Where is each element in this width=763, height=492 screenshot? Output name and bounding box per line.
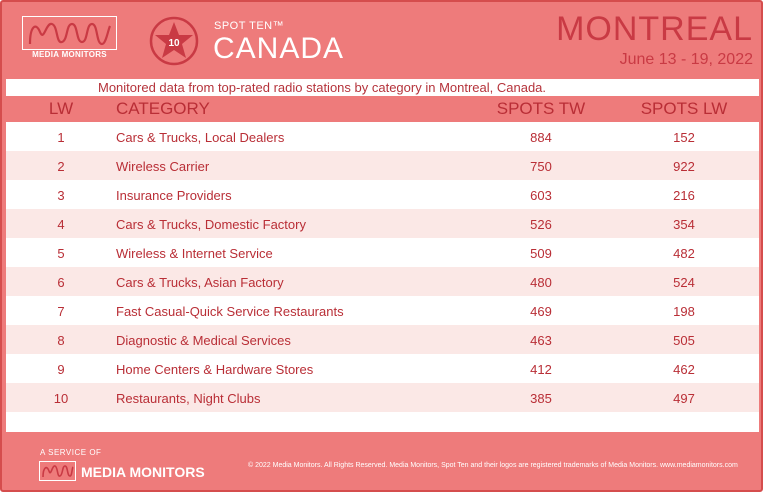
- row-spots-lw: 482: [673, 246, 695, 261]
- row-spots-lw: 497: [673, 391, 695, 406]
- row-spots-lw: 922: [673, 159, 695, 174]
- row-spots-lw: 505: [673, 333, 695, 348]
- table-row: 10 Restaurants, Night Clubs 385 497: [6, 383, 759, 412]
- city-title: MONTREAL: [556, 10, 753, 48]
- table-row: 3 Insurance Providers 603 216: [6, 180, 759, 209]
- column-header-lw: LW: [48, 99, 74, 118]
- media-monitors-tag: MEDIA MONITORS: [32, 50, 107, 59]
- row-lw: 7: [57, 304, 65, 319]
- row-lw: 3: [57, 188, 65, 203]
- row-lw: 10: [53, 391, 69, 406]
- row-category: Wireless Carrier: [116, 159, 210, 174]
- row-spots-tw: 884: [530, 130, 552, 145]
- date-range: June 13 - 19, 2022: [619, 51, 753, 68]
- row-spots-lw: 152: [673, 130, 695, 145]
- header: MEDIA MONITORS 10 SPOT TEN™ CANADA MONTR…: [2, 2, 761, 78]
- subtitle: Monitored data from top-rated radio stat…: [6, 79, 759, 96]
- badge-number: 10: [168, 38, 180, 49]
- table-row: 6 Cars & Trucks, Asian Factory 480 524: [6, 267, 759, 296]
- row-lw: 1: [57, 130, 65, 145]
- table-row: 4 Cars & Trucks, Domestic Factory 526 35…: [6, 209, 759, 238]
- service-label: A SERVICE OF: [40, 448, 102, 457]
- country-title: CANADA: [213, 32, 345, 65]
- row-spots-tw: 750: [530, 159, 552, 174]
- row-spots-lw: 524: [673, 275, 695, 290]
- column-header-category: CATEGORY: [116, 99, 210, 118]
- row-category: Fast Casual-Quick Service Restaurants: [116, 304, 344, 319]
- row-lw: 6: [57, 275, 65, 290]
- row-spots-tw: 526: [530, 217, 552, 232]
- row-spots-lw: 198: [673, 304, 695, 319]
- row-lw: 2: [57, 159, 65, 174]
- row-category: Cars & Trucks, Asian Factory: [116, 275, 284, 290]
- row-category: Wireless & Internet Service: [116, 246, 273, 261]
- row-spots-tw: 469: [530, 304, 552, 319]
- row-category: Cars & Trucks, Domestic Factory: [116, 217, 306, 232]
- column-header-spots-tw: SPOTS TW: [496, 99, 586, 118]
- row-lw: 8: [57, 333, 65, 348]
- row-lw: 9: [57, 362, 65, 377]
- spot-ten-label: SPOT TEN™: [214, 20, 285, 32]
- footer: A SERVICE OF MEDIA MONITORS © 2022 Media…: [2, 434, 761, 492]
- row-category: Home Centers & Hardware Stores: [116, 362, 314, 377]
- row-spots-lw: 216: [673, 188, 695, 203]
- row-spots-tw: 412: [530, 362, 552, 377]
- column-header-row: LW CATEGORY SPOTS TW SPOTS LW: [6, 96, 759, 122]
- row-spots-lw: 462: [673, 362, 695, 377]
- row-lw: 4: [57, 217, 65, 232]
- table-row: 8 Diagnostic & Medical Services 463 505: [6, 325, 759, 354]
- table-row: 2 Wireless Carrier 750 922: [6, 151, 759, 180]
- footer-brand: MEDIA MONITORS: [81, 464, 205, 480]
- row-spots-lw: 354: [673, 217, 695, 232]
- row-spots-tw: 603: [530, 188, 552, 203]
- table-body: 1 Cars & Trucks, Local Dealers 884 152 2…: [6, 122, 759, 412]
- row-category: Diagnostic & Medical Services: [116, 333, 291, 348]
- row-category: Cars & Trucks, Local Dealers: [116, 130, 285, 145]
- table-row: 5 Wireless & Internet Service 509 482: [6, 238, 759, 267]
- row-lw: 5: [57, 246, 65, 261]
- copyright-text: © 2022 Media Monitors. All Rights Reserv…: [248, 462, 738, 469]
- waveform-icon: [22, 16, 117, 50]
- row-category: Insurance Providers: [116, 188, 232, 203]
- row-spots-tw: 463: [530, 333, 552, 348]
- row-spots-tw: 480: [530, 275, 552, 290]
- row-spots-tw: 385: [530, 391, 552, 406]
- table-row: 1 Cars & Trucks, Local Dealers 884 152: [6, 122, 759, 151]
- media-monitors-logo: MEDIA MONITORS: [22, 16, 117, 62]
- row-category: Restaurants, Night Clubs: [116, 391, 261, 406]
- star-badge-icon: 10: [149, 16, 199, 66]
- content-area: Monitored data from top-rated radio stat…: [6, 79, 759, 432]
- row-spots-tw: 509: [530, 246, 552, 261]
- table-row: 9 Home Centers & Hardware Stores 412 462: [6, 354, 759, 383]
- table-row: 7 Fast Casual-Quick Service Restaurants …: [6, 296, 759, 325]
- footer-waveform-icon: [39, 461, 76, 481]
- column-header-spots-lw: SPOTS LW: [640, 99, 728, 118]
